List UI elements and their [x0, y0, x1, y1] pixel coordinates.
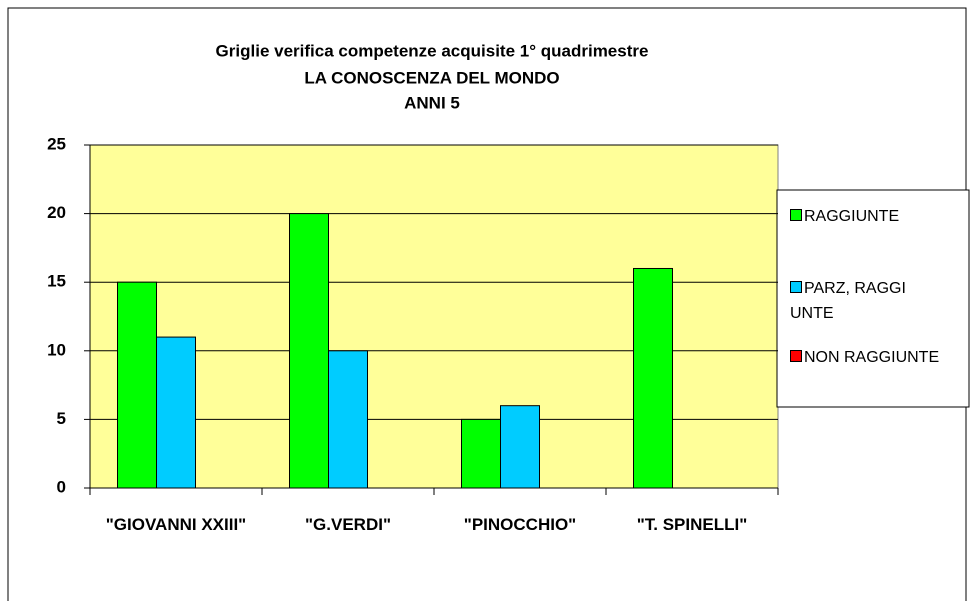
legend-label: NON RAGGIUNTE — [804, 349, 940, 366]
legend-label: PARZ, RAGGI UNTE — [790, 280, 906, 322]
chart-title: LA CONOSCENZA DEL MONDO — [304, 68, 559, 87]
x-tick-label: "G.VERDI" — [304, 515, 392, 534]
bar — [289, 213, 329, 489]
bar — [156, 336, 196, 489]
bar — [117, 281, 157, 489]
legend-item: NON RAGGIUNTE — [790, 345, 950, 370]
bar — [633, 267, 673, 489]
legend-item: PARZ, RAGGI UNTE — [790, 276, 950, 326]
y-tick-label: 15 — [47, 272, 66, 291]
legend-label: RAGGIUNTE — [804, 208, 900, 225]
chart-title: Griglie verifica competenze acquisite 1°… — [216, 41, 649, 60]
y-tick-label: 0 — [57, 477, 66, 496]
bar — [500, 405, 540, 489]
y-tick-label: 20 — [47, 203, 66, 222]
legend-swatch — [790, 209, 802, 221]
y-tick-label: 10 — [47, 340, 66, 359]
legend-item: RAGGIUNTE — [790, 204, 950, 229]
chart-title: ANNI 5 — [404, 93, 460, 112]
bar — [461, 418, 501, 489]
legend-swatch — [790, 281, 802, 293]
bar — [328, 350, 368, 489]
legend-box — [776, 189, 970, 408]
legend-swatch — [790, 350, 802, 362]
x-tick-label: "PINOCCHIO" — [463, 515, 577, 534]
x-tick-label: "GIOVANNI XXIII" — [105, 515, 247, 534]
x-tick-label: "T. SPINELLI" — [636, 515, 748, 534]
y-tick-label: 25 — [47, 134, 66, 153]
y-tick-label: 5 — [57, 409, 66, 428]
